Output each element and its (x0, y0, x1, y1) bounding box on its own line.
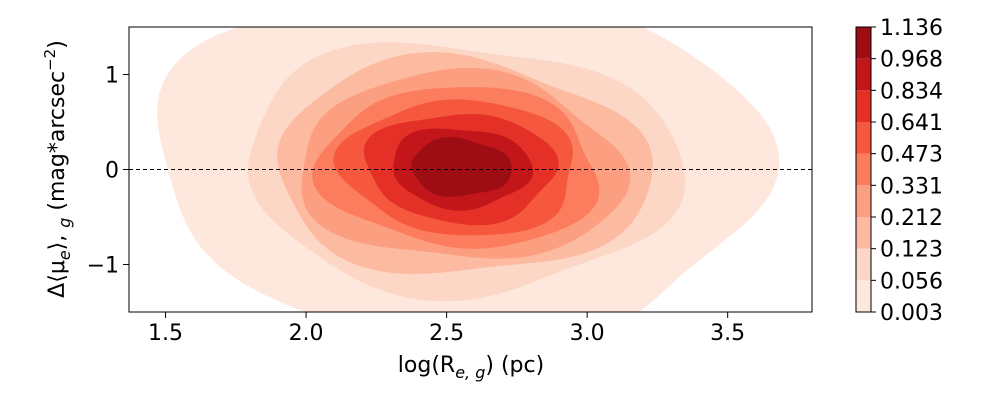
colorbar-segment (856, 90, 871, 122)
contour-band-0_968 (411, 136, 512, 197)
x-axis-label: log(Re, g) (pc) (398, 353, 544, 382)
colorbar-label: 0.056 (880, 269, 943, 294)
y-tick-label: 1 (105, 64, 119, 89)
colorbar-segment (856, 217, 871, 249)
colorbar-label: 0.212 (880, 206, 943, 231)
x-axis: 1.5 2.0 2.5 3.0 3.5 (148, 312, 745, 346)
colorbar-label: 0.331 (880, 174, 943, 199)
x-tick-label: 1.5 (148, 321, 183, 346)
colorbar-segment (856, 122, 871, 154)
x-tick-label: 2.5 (429, 321, 464, 346)
y-tick-label: 0 (105, 159, 119, 184)
colorbar-label: 0.473 (880, 143, 943, 168)
colorbar-label: 0.641 (880, 111, 943, 136)
x-tick-label: 3.5 (710, 321, 745, 346)
colorbar-frame (855, 26, 872, 313)
density-contours (157, 27, 780, 312)
colorbar-label: 1.136 (880, 16, 943, 41)
colorbar-segment (856, 58, 871, 91)
colorbar-label: 0.968 (880, 48, 943, 73)
colorbar-label: 0.123 (880, 238, 943, 263)
colorbar-segment (856, 153, 871, 186)
y-axis-label: Δ⟨μe⟩, g (mag*arcsec−2) (41, 40, 74, 298)
colorbar-label: 0.834 (880, 79, 943, 104)
colorbar-segment (856, 27, 871, 59)
colorbar: 0.003 0.056 0.123 0.212 0.331 0.473 0.641 0.834… (855, 16, 943, 326)
y-axis: 1 0 −1 (87, 64, 129, 279)
y-tick-label: −1 (87, 254, 119, 279)
colorbar-segment (856, 280, 871, 312)
colorbar-label: 0.003 (880, 301, 943, 326)
x-tick-label: 3.0 (570, 321, 605, 346)
colorbar-segment (856, 248, 871, 281)
colorbar-segment (856, 185, 871, 217)
x-tick-label: 2.0 (289, 321, 324, 346)
